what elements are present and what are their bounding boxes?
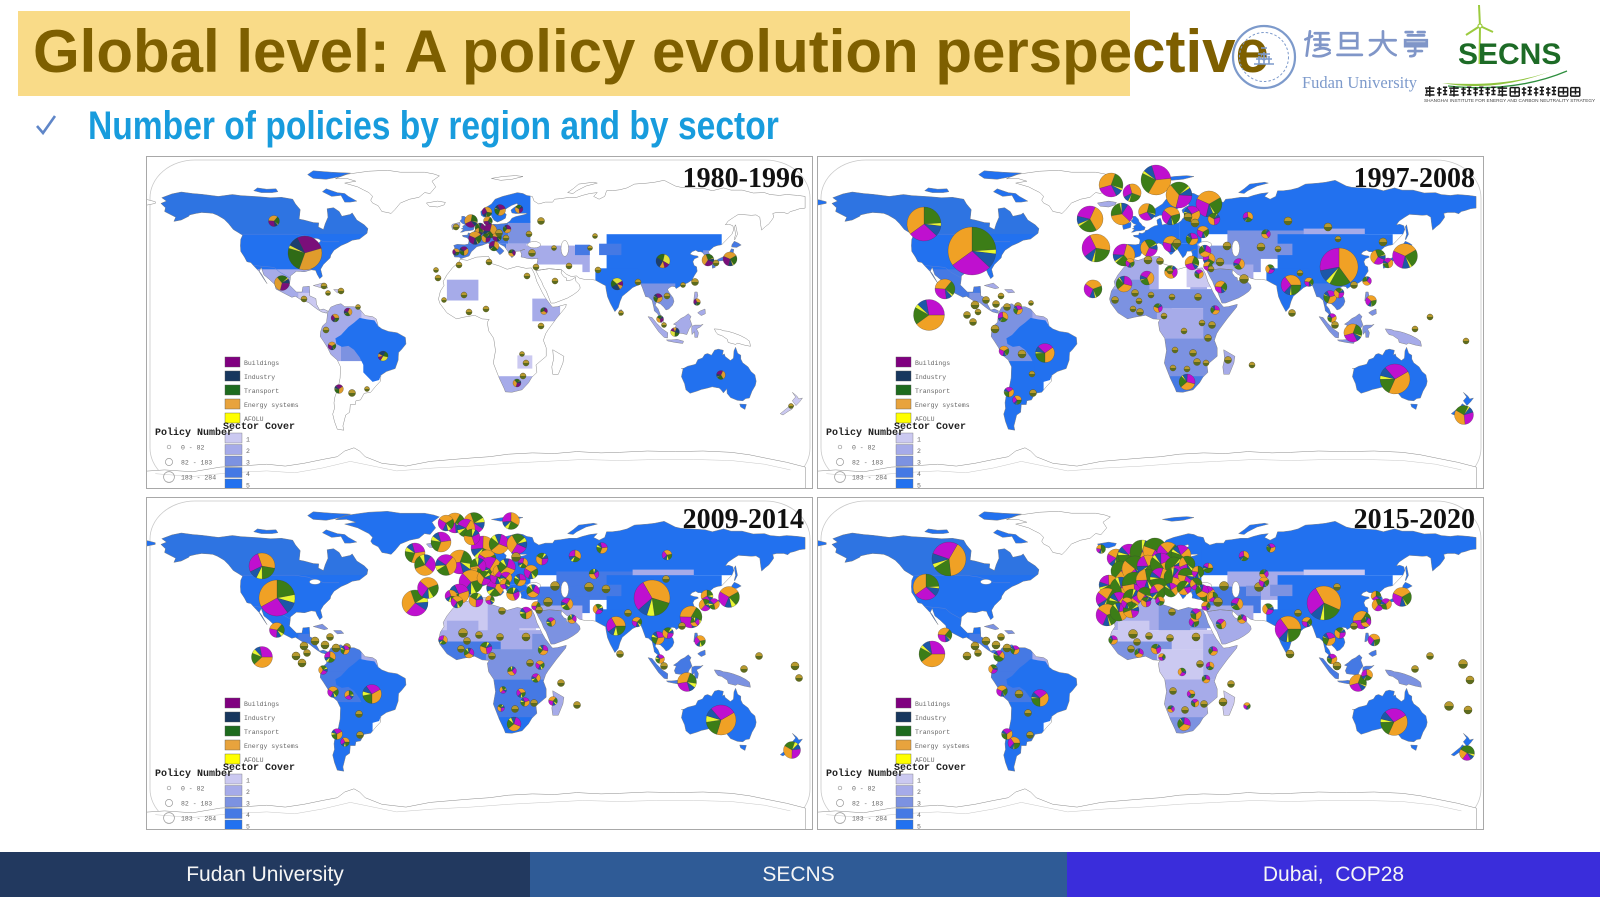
svg-text:Industry: Industry [244,715,275,722]
svg-text:82 - 183: 82 - 183 [852,801,883,808]
svg-text:3: 3 [917,460,921,467]
svg-text:5: 5 [917,483,921,490]
svg-text:5: 5 [246,483,250,490]
svg-text:AFOLU: AFOLU [244,757,264,764]
svg-text:5: 5 [917,824,921,831]
svg-text:1997-2008: 1997-2008 [1354,163,1475,194]
svg-text:3: 3 [917,801,921,808]
svg-text:1: 1 [917,778,921,785]
svg-text:Sector Cover: Sector Cover [894,763,966,774]
svg-text:Energy systems: Energy systems [244,743,299,750]
svg-text:1980-1996: 1980-1996 [683,163,804,194]
svg-text:2009-2014: 2009-2014 [683,504,804,535]
svg-text:Energy systems: Energy systems [915,743,970,750]
svg-text:SHANGHAI INSTITUTE FOR ENERGY: SHANGHAI INSTITUTE FOR ENERGY AND CARBON… [1424,98,1596,103]
svg-text:Transport: Transport [244,729,279,736]
svg-text:183 - 284: 183 - 284 [852,475,887,482]
svg-text:Policy Number: Policy Number [826,768,904,780]
svg-text:1: 1 [246,778,250,785]
svg-text:3: 3 [246,460,250,467]
svg-text:82 - 183: 82 - 183 [181,801,212,808]
svg-text:5: 5 [246,824,250,831]
svg-text:0 - 82: 0 - 82 [181,786,205,793]
svg-text:0 - 82: 0 - 82 [852,445,876,452]
svg-text:Policy Number: Policy Number [155,768,233,780]
svg-text:Fudan University: Fudan University [1302,73,1418,92]
svg-text:2: 2 [917,448,921,455]
svg-text:4: 4 [917,812,921,819]
svg-text:Industry: Industry [244,374,275,381]
svg-text:Industry: Industry [915,715,946,722]
svg-text:3: 3 [246,801,250,808]
svg-text:Sector Cover: Sector Cover [894,422,966,433]
svg-text:183 - 284: 183 - 284 [181,816,216,823]
svg-text:0 - 82: 0 - 82 [181,445,205,452]
svg-text:2: 2 [246,789,250,796]
svg-text:AFOLU: AFOLU [915,757,935,764]
svg-text:2015-2020: 2015-2020 [1354,504,1475,535]
svg-text:Transport: Transport [244,388,279,395]
svg-text:4: 4 [917,471,921,478]
svg-text:2: 2 [917,789,921,796]
svg-text:Policy Number: Policy Number [826,427,904,439]
svg-text:Energy systems: Energy systems [915,402,970,409]
svg-text:2: 2 [246,448,250,455]
svg-text:82 - 183: 82 - 183 [852,460,883,467]
svg-text:Buildings: Buildings [915,360,950,367]
svg-text:0 - 82: 0 - 82 [852,786,876,793]
svg-text:AFOLU: AFOLU [915,416,935,423]
svg-text:Policy Number: Policy Number [155,427,233,439]
svg-text:1: 1 [917,437,921,444]
svg-text:AFOLU: AFOLU [244,416,264,423]
svg-text:Sector Cover: Sector Cover [223,763,295,774]
svg-text:4: 4 [246,812,250,819]
svg-text:Buildings: Buildings [915,701,950,708]
svg-text:Transport: Transport [915,388,950,395]
svg-text:Transport: Transport [915,729,950,736]
svg-text:Energy systems: Energy systems [244,402,299,409]
svg-text:SECNS: SECNS [1458,38,1561,71]
svg-text:Industry: Industry [915,374,946,381]
svg-text:4: 4 [246,471,250,478]
svg-text:183 - 284: 183 - 284 [852,816,887,823]
svg-text:Sector Cover: Sector Cover [223,422,295,433]
svg-text:Buildings: Buildings [244,701,279,708]
svg-text:1: 1 [246,437,250,444]
svg-text:82 - 183: 82 - 183 [181,460,212,467]
svg-text:183 - 284: 183 - 284 [181,475,216,482]
svg-text:Buildings: Buildings [244,360,279,367]
